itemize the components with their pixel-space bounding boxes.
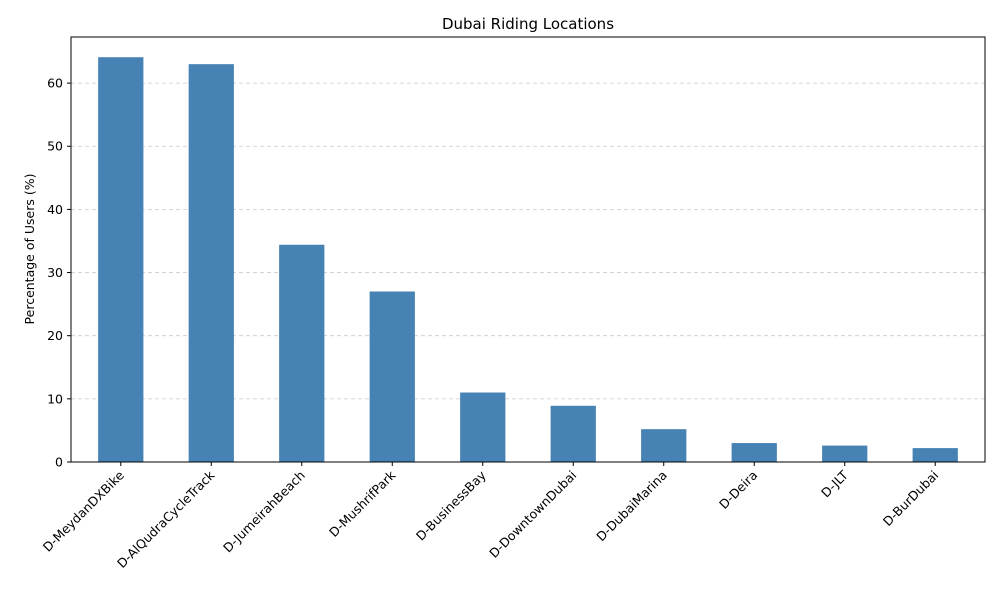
x-tick-label: D-BurDubai bbox=[880, 468, 941, 529]
bar-d-meydandxbike bbox=[98, 57, 144, 463]
y-axis-label: Percentage of Users (%) bbox=[22, 174, 37, 325]
y-tick-label: 0 bbox=[55, 455, 63, 470]
y-tick-label: 20 bbox=[47, 328, 63, 343]
bar-d-mushrifpark bbox=[369, 291, 415, 462]
bar-d-burdubai bbox=[912, 448, 958, 462]
y-tick-label: 10 bbox=[47, 391, 63, 406]
x-tick-label: D-AlQudraCycleTrack bbox=[114, 467, 218, 571]
y-axis-ticks: 0 10 20 30 40 50 60 bbox=[47, 76, 71, 470]
y-tick-label: 40 bbox=[47, 202, 63, 217]
x-tick-label: D-JumeirahBeach bbox=[220, 468, 308, 556]
y-tick-label: 30 bbox=[47, 265, 63, 280]
chart-title: Dubai Riding Locations bbox=[442, 15, 614, 33]
grid-lines bbox=[71, 82, 985, 400]
bar-d-alqudracycletrack bbox=[188, 64, 234, 462]
x-tick-label: D-Deira bbox=[716, 468, 760, 512]
x-tick-label: D-JLT bbox=[818, 467, 851, 500]
y-tick-label: 60 bbox=[47, 76, 63, 91]
y-tick-label: 50 bbox=[47, 139, 63, 154]
bar-d-downtowndubai bbox=[550, 405, 596, 462]
bar-d-dubaimarina bbox=[641, 429, 687, 462]
bars bbox=[98, 57, 958, 463]
bar-d-businessbay bbox=[460, 392, 506, 462]
x-tick-label: D-DowntownDubai bbox=[486, 468, 579, 561]
bar-d-jumeirahbeach bbox=[279, 244, 325, 462]
x-tick-label: D-BusinessBay bbox=[413, 467, 489, 543]
x-tick-label: D-MeydanDXBike bbox=[40, 467, 127, 554]
x-tick-label: D-DubaiMarina bbox=[593, 468, 670, 545]
plot-frame bbox=[70, 36, 986, 463]
x-tick-label: D-MushrifPark bbox=[326, 467, 399, 540]
bar-d-deira bbox=[731, 443, 777, 462]
bar-d-jlt bbox=[822, 445, 868, 462]
